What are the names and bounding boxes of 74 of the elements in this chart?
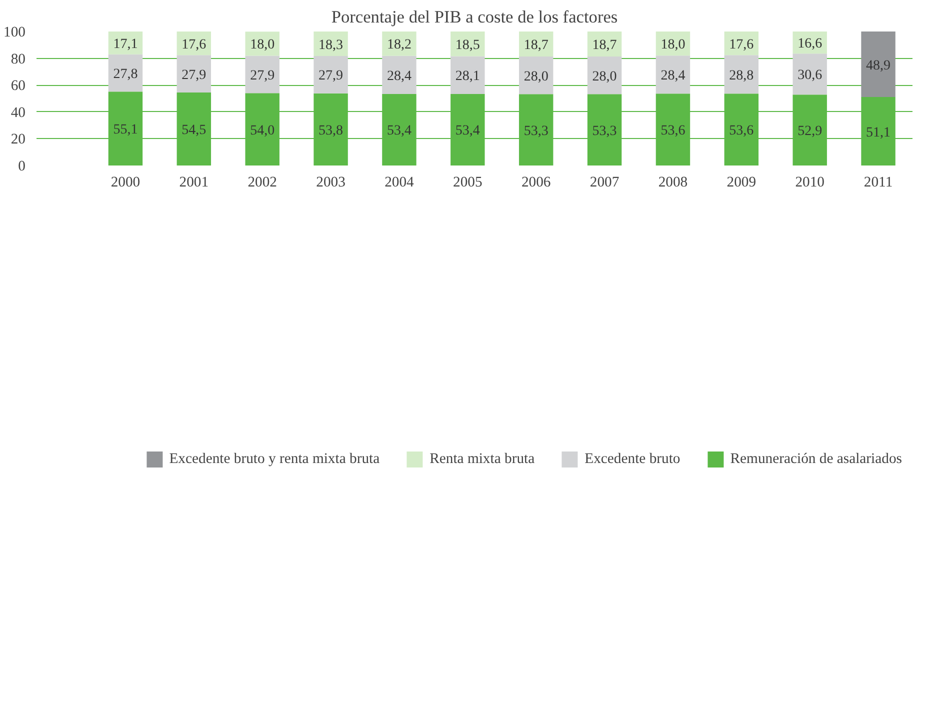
data-label: 54,0 <box>250 123 275 138</box>
data-label: 18,7 <box>592 38 617 54</box>
bar <box>450 56 485 94</box>
data-label: 27,9 <box>250 68 275 84</box>
data-label: 28,0 <box>592 69 617 84</box>
bar <box>245 56 280 94</box>
data-label: 17,6 <box>729 37 754 52</box>
data-label: 16,6 <box>798 36 822 52</box>
y-tick-label: 100 <box>4 24 26 40</box>
legend-label: Remuneración de asalariados <box>730 450 902 468</box>
x-tick-label: 2010 <box>795 174 824 190</box>
x-tick-label: 2004 <box>384 174 415 190</box>
data-label: 18,5 <box>455 38 480 53</box>
data-label: 18,3 <box>318 38 344 53</box>
data-label: 55,1 <box>113 122 138 138</box>
data-label: 28,1 <box>455 69 480 84</box>
x-tick-label: 2005 <box>453 174 482 190</box>
bar <box>245 32 280 56</box>
data-label: 18,0 <box>660 38 686 53</box>
y-tick-label: 40 <box>10 104 26 121</box>
bar <box>450 32 485 56</box>
y-tick-label: 60 <box>10 78 26 94</box>
legend-label: Renta mixta bruta <box>430 450 535 468</box>
y-tick-label: 0 <box>18 158 26 174</box>
data-label: 18,2 <box>386 38 412 53</box>
data-label: 28,4 <box>660 68 686 84</box>
x-tick-label: 2001 <box>179 174 209 190</box>
x-tick-label: 2002 <box>248 174 277 190</box>
data-label: 53,4 <box>455 124 480 139</box>
bar <box>724 55 759 94</box>
data-label: 53,4 <box>386 124 412 139</box>
bar <box>587 56 622 94</box>
data-label: 28,4 <box>386 68 412 84</box>
legend-label: Excedente bruto y renta mixta bruta <box>169 450 380 468</box>
bar <box>861 32 896 98</box>
y-tick-label: 80 <box>10 51 26 68</box>
data-label: 54,5 <box>182 122 206 138</box>
x-tick-label: 2007 <box>590 174 620 190</box>
x-tick-label: 2006 <box>521 174 551 190</box>
data-label: 30,6 <box>798 68 822 84</box>
legend-label: Excedente bruto <box>584 450 680 468</box>
x-tick-label: 2009 <box>726 174 756 190</box>
bar <box>176 55 212 92</box>
bar <box>792 54 827 95</box>
data-label: 27,9 <box>318 68 344 84</box>
data-label: 17,1 <box>113 36 138 52</box>
data-label: 53,3 <box>592 124 617 139</box>
data-label: 53,8 <box>318 123 344 138</box>
data-label: 27,9 <box>182 68 206 83</box>
data-label: 27,8 <box>113 67 138 82</box>
bar <box>382 32 416 56</box>
data-label: 53,6 <box>660 124 686 139</box>
data-label: 48,9 <box>866 58 891 74</box>
data-label: 18,0 <box>250 38 275 53</box>
data-label: 28,0 <box>524 69 548 84</box>
data-label: 17,6 <box>182 37 206 52</box>
data-label: 52,9 <box>798 124 822 140</box>
data-label: 18,7 <box>524 38 548 54</box>
bar <box>382 56 416 94</box>
data-label: 51,1 <box>866 125 891 140</box>
bar <box>656 56 690 94</box>
bar <box>314 56 348 94</box>
x-tick-label: 2003 <box>316 174 346 190</box>
bar <box>108 32 143 54</box>
x-tick-label: 2011 <box>864 174 893 190</box>
x-tick-label: 2000 <box>110 174 140 190</box>
y-tick-label: 20 <box>10 132 26 148</box>
bar <box>518 56 554 94</box>
data-label: 53,3 <box>524 124 548 139</box>
data-label: 53,6 <box>729 124 754 139</box>
bar <box>108 54 143 92</box>
data-label: 28,8 <box>729 68 754 84</box>
chart-title: Porcentaje del PIB a coste de los factores <box>331 8 618 26</box>
x-tick-label: 2008 <box>658 174 688 190</box>
